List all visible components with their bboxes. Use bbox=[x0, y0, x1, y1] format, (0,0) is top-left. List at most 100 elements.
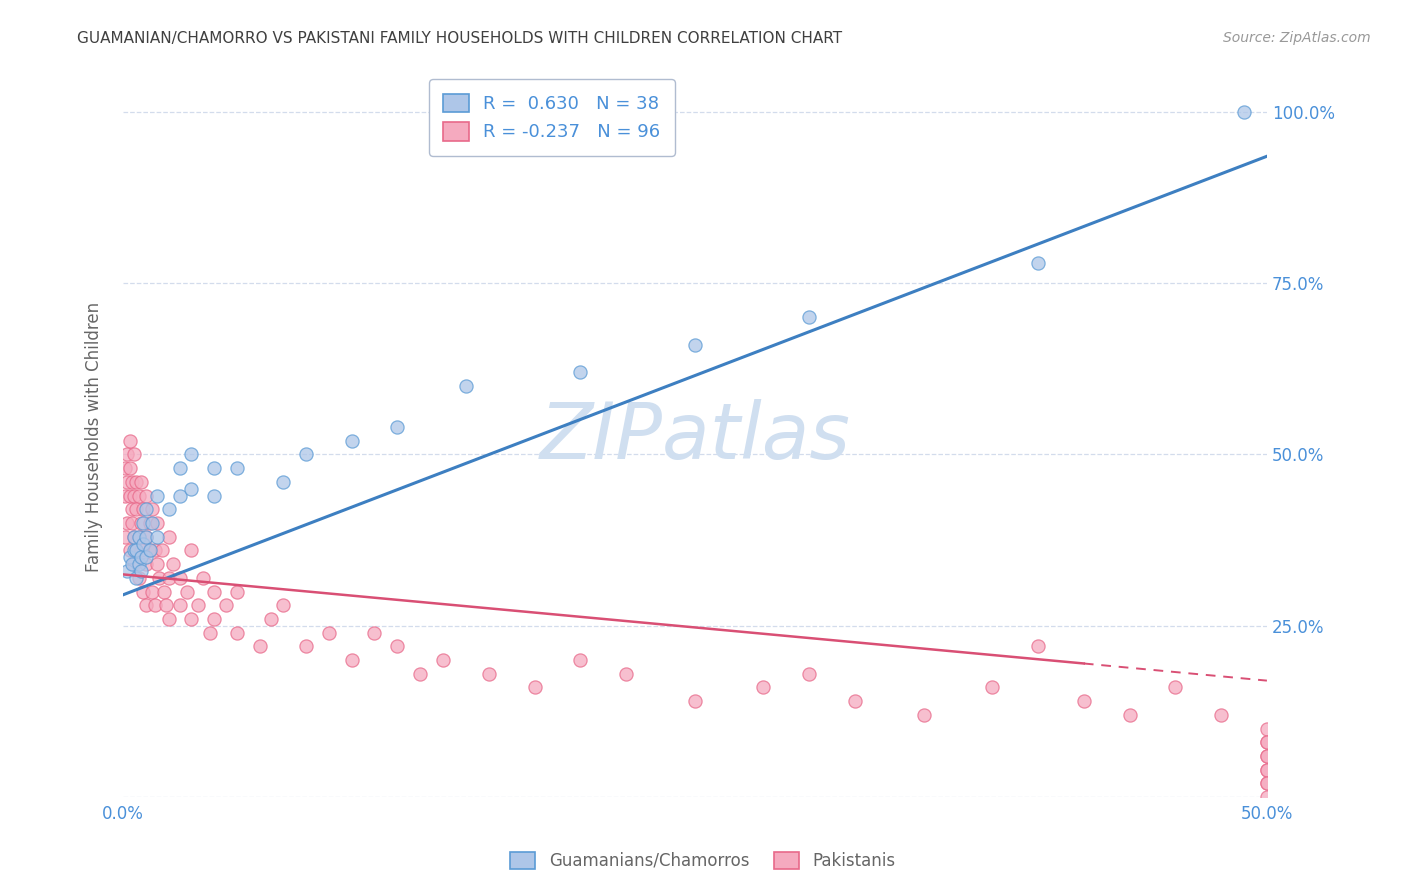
Point bbox=[226, 461, 249, 475]
Point bbox=[187, 599, 209, 613]
Point bbox=[191, 571, 214, 585]
Text: GUAMANIAN/CHAMORRO VS PAKISTANI FAMILY HOUSEHOLDS WITH CHILDREN CORRELATION CHAR: GUAMANIAN/CHAMORRO VS PAKISTANI FAMILY H… bbox=[77, 31, 842, 46]
Point bbox=[129, 516, 152, 530]
Text: ZIPatlas: ZIPatlas bbox=[540, 400, 851, 475]
Point bbox=[128, 557, 150, 571]
Point bbox=[135, 530, 157, 544]
Point bbox=[752, 681, 775, 695]
Point bbox=[135, 557, 157, 571]
Point bbox=[146, 530, 169, 544]
Point bbox=[271, 475, 294, 489]
Point bbox=[1256, 776, 1278, 790]
Point bbox=[1256, 722, 1278, 736]
Point bbox=[135, 599, 157, 613]
Point bbox=[114, 461, 136, 475]
Point bbox=[128, 571, 150, 585]
Point bbox=[118, 434, 141, 448]
Point bbox=[169, 489, 191, 503]
Point bbox=[153, 584, 176, 599]
Point bbox=[162, 557, 184, 571]
Point bbox=[157, 571, 180, 585]
Point bbox=[1256, 776, 1278, 790]
Point bbox=[363, 625, 385, 640]
Point bbox=[1026, 255, 1049, 269]
Point bbox=[118, 461, 141, 475]
Point bbox=[169, 599, 191, 613]
Point bbox=[799, 666, 821, 681]
Point bbox=[409, 666, 432, 681]
Point bbox=[128, 530, 150, 544]
Point bbox=[387, 420, 409, 434]
Point bbox=[202, 612, 225, 626]
Point bbox=[118, 489, 141, 503]
Point bbox=[129, 550, 152, 565]
Point bbox=[146, 489, 169, 503]
Point bbox=[121, 475, 143, 489]
Point bbox=[614, 666, 637, 681]
Point bbox=[169, 571, 191, 585]
Point bbox=[129, 475, 152, 489]
Point bbox=[121, 557, 143, 571]
Point bbox=[912, 707, 935, 722]
Point bbox=[432, 653, 454, 667]
Point bbox=[132, 516, 155, 530]
Point bbox=[122, 447, 145, 461]
Point bbox=[141, 584, 163, 599]
Point bbox=[143, 543, 166, 558]
Point bbox=[202, 584, 225, 599]
Point bbox=[1256, 763, 1278, 777]
Point bbox=[1211, 707, 1233, 722]
Point bbox=[318, 625, 340, 640]
Point bbox=[125, 475, 148, 489]
Point bbox=[125, 502, 148, 516]
Text: Source: ZipAtlas.com: Source: ZipAtlas.com bbox=[1223, 31, 1371, 45]
Point bbox=[215, 599, 238, 613]
Point bbox=[122, 489, 145, 503]
Point bbox=[799, 310, 821, 325]
Point bbox=[169, 461, 191, 475]
Point bbox=[117, 475, 139, 489]
Point bbox=[121, 502, 143, 516]
Point bbox=[295, 640, 318, 654]
Point bbox=[117, 564, 139, 578]
Point bbox=[523, 681, 546, 695]
Point bbox=[1256, 735, 1278, 749]
Point bbox=[128, 530, 150, 544]
Point bbox=[129, 543, 152, 558]
Point bbox=[135, 502, 157, 516]
Point bbox=[249, 640, 271, 654]
Point bbox=[129, 564, 152, 578]
Point bbox=[118, 550, 141, 565]
Point bbox=[114, 489, 136, 503]
Point bbox=[1256, 735, 1278, 749]
Point bbox=[1118, 707, 1140, 722]
Point bbox=[139, 543, 162, 558]
Point bbox=[1233, 104, 1256, 119]
Legend: R =  0.630   N = 38, R = -0.237   N = 96: R = 0.630 N = 38, R = -0.237 N = 96 bbox=[429, 79, 675, 156]
Point bbox=[125, 543, 148, 558]
Point bbox=[146, 516, 169, 530]
Point bbox=[150, 543, 173, 558]
Point bbox=[117, 447, 139, 461]
Point bbox=[146, 557, 169, 571]
Point bbox=[176, 584, 198, 599]
Point bbox=[340, 653, 363, 667]
Point bbox=[143, 599, 166, 613]
Point bbox=[114, 530, 136, 544]
Point bbox=[180, 447, 202, 461]
Point bbox=[198, 625, 221, 640]
Point bbox=[139, 543, 162, 558]
Point bbox=[135, 530, 157, 544]
Point bbox=[202, 461, 225, 475]
Point bbox=[1073, 694, 1095, 708]
Point bbox=[1256, 749, 1278, 764]
Point bbox=[340, 434, 363, 448]
Point bbox=[117, 516, 139, 530]
Point bbox=[454, 379, 477, 393]
Point bbox=[141, 516, 163, 530]
Point bbox=[128, 489, 150, 503]
Point bbox=[122, 543, 145, 558]
Point bbox=[132, 502, 155, 516]
Point bbox=[122, 530, 145, 544]
Point bbox=[132, 536, 155, 550]
